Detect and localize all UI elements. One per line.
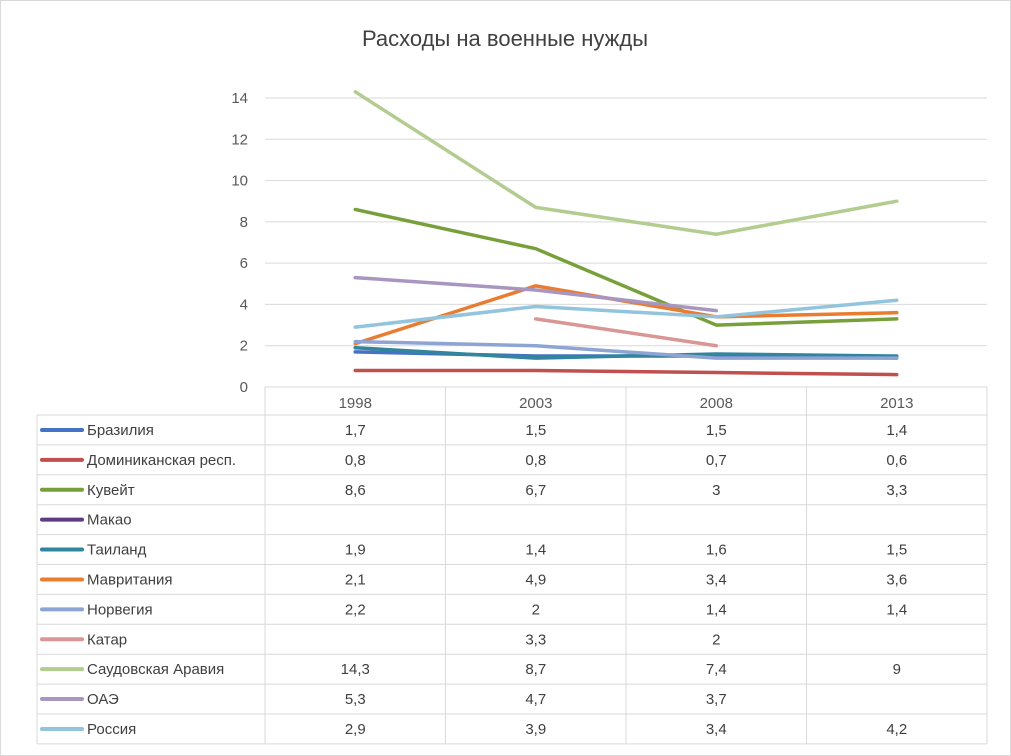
data-cell: 3,3: [525, 631, 546, 648]
data-table: 1998 2003 2008 2013 Бразилия 1,7 1,5 1,5 1,4 Доми…: [36, 386, 988, 745]
data-cell: 1,5: [525, 422, 546, 439]
data-cell: 2: [532, 601, 540, 618]
series-name: Таиланд: [87, 542, 147, 559]
data-cell: 2,2: [345, 601, 366, 618]
data-cell: 0,8: [345, 452, 366, 469]
series-line: [353, 275, 718, 313]
x-tick-label: 2013: [880, 395, 913, 412]
data-cell: 3,4: [706, 571, 727, 588]
data-cell: 1,5: [886, 542, 907, 559]
series-name: Макао: [87, 512, 132, 529]
x-tick-label: 1998: [339, 395, 372, 412]
series-line: [353, 346, 899, 360]
data-cell: 0,6: [886, 452, 907, 469]
y-tick-label: 0: [240, 379, 248, 396]
series-line: [353, 284, 899, 346]
data-cell: 4,9: [525, 571, 546, 588]
series-name: Россия: [87, 721, 136, 738]
x-tick-label: 2003: [519, 395, 552, 412]
data-cell: 2,9: [345, 721, 366, 738]
data-cell: 5,3: [345, 691, 366, 708]
data-cell: 3,9: [525, 721, 546, 738]
data-cell: 0,8: [525, 452, 546, 469]
data-cell: 4,7: [525, 691, 546, 708]
data-cell: 3,6: [886, 571, 907, 588]
series-name: ОАЭ: [87, 691, 119, 708]
data-cell: 3,3: [886, 482, 907, 499]
data-cell: 1,7: [345, 422, 366, 439]
series-name: Мавритания: [87, 571, 173, 588]
y-tick-label: 10: [231, 173, 248, 190]
series-lines: [353, 90, 899, 377]
data-cell: 8,6: [345, 482, 366, 499]
series-name: Саудовская Аравия: [87, 661, 224, 678]
chart-title: Расходы на военные нужды: [362, 26, 648, 51]
series-line: [534, 317, 718, 348]
data-cell: 1,4: [886, 601, 907, 618]
series-line: [353, 368, 899, 377]
data-cell: 1,9: [345, 542, 366, 559]
data-cell: 7,4: [706, 661, 727, 678]
data-cell: 2: [712, 631, 720, 648]
data-cell: 1,4: [886, 422, 907, 439]
y-tick-label: 2: [240, 338, 248, 355]
data-cell: 3: [712, 482, 720, 499]
series-line: [353, 339, 899, 360]
y-tick-label: 14: [231, 90, 248, 107]
data-cell: 4,2: [886, 721, 907, 738]
y-tick-label: 12: [231, 131, 248, 148]
data-cell: 1,4: [525, 542, 546, 559]
series-name: Катар: [87, 631, 127, 648]
y-tick-label: 4: [240, 296, 248, 313]
data-cell: 9: [893, 661, 901, 678]
data-cell: 3,7: [706, 691, 727, 708]
data-cell: 2,1: [345, 571, 366, 588]
x-tick-label: 2008: [700, 395, 733, 412]
data-cell: 1,4: [706, 601, 727, 618]
data-cell: 1,5: [706, 422, 727, 439]
series-line: [353, 90, 899, 236]
data-cell: 3,4: [706, 721, 727, 738]
y-tick-label: 8: [240, 214, 248, 231]
data-cell: 6,7: [525, 482, 546, 499]
series-line: [353, 207, 899, 327]
series-name: Норвегия: [87, 601, 153, 618]
series-line: [353, 298, 899, 329]
series-name: Кувейт: [87, 482, 135, 499]
data-cell: 8,7: [525, 661, 546, 678]
y-axis: 0 2 4 6 8 10 12 14: [231, 90, 248, 396]
series-name: Доминиканская респ.: [87, 452, 236, 469]
data-cell: 0,7: [706, 452, 727, 469]
y-tick-label: 6: [240, 255, 248, 272]
data-cell: 14,3: [341, 661, 370, 678]
data-cell: 1,6: [706, 542, 727, 559]
series-name: Бразилия: [87, 422, 154, 439]
